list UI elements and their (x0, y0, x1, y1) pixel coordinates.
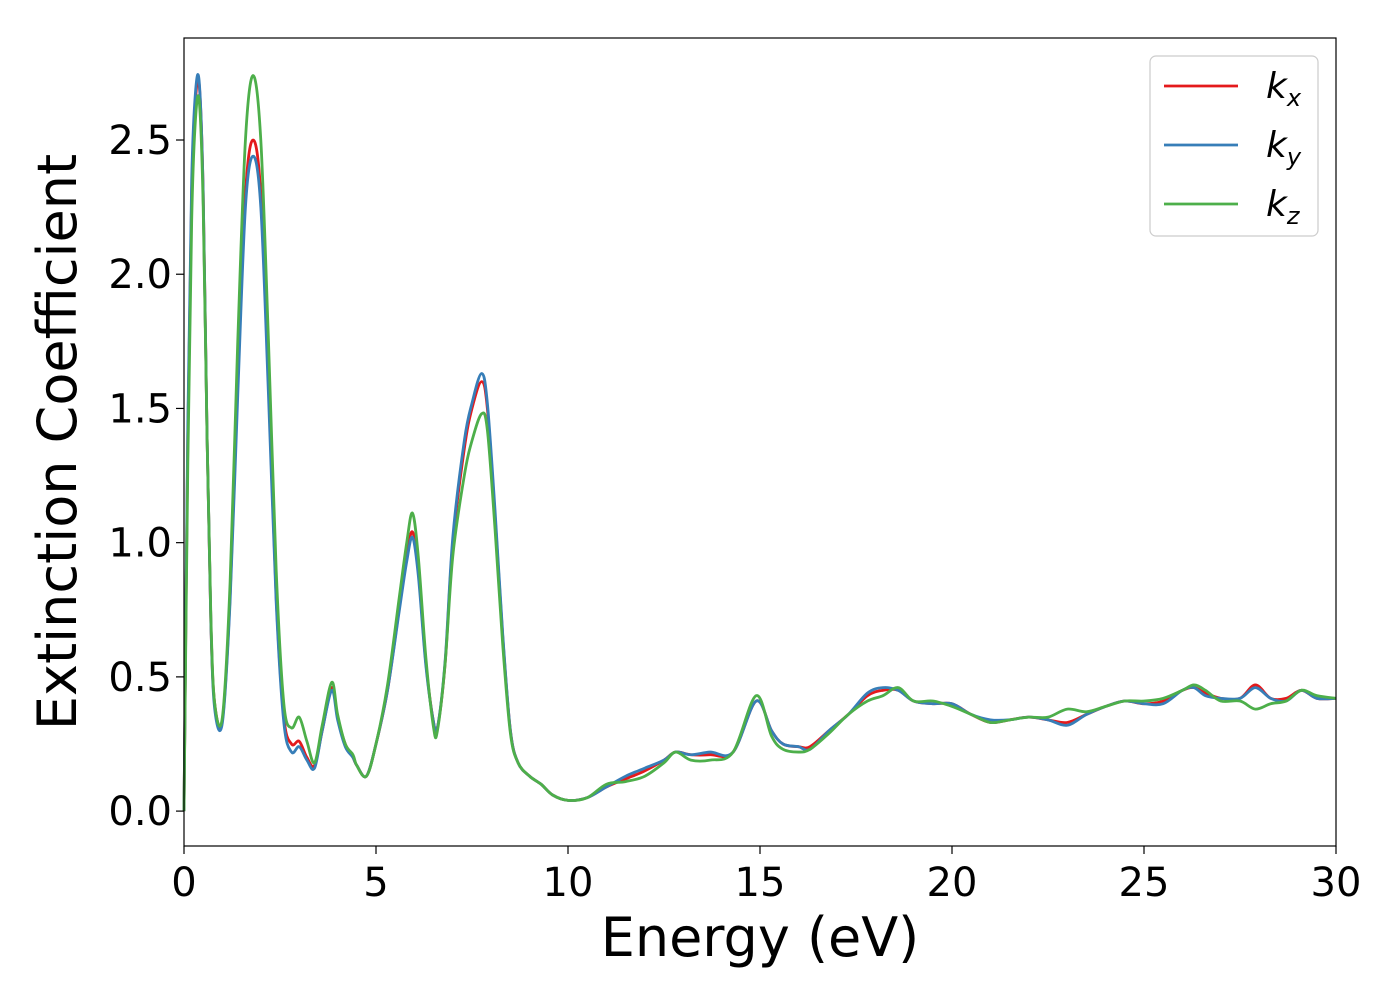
x-tick-label: 15 (735, 860, 786, 906)
y-tick-label: 1.5 (108, 386, 172, 432)
y-axis-ticks: 0.0 0.5 1.0 1.5 2.0 2.5 (108, 118, 184, 835)
x-tick-label: 0 (171, 860, 196, 906)
x-tick-label: 30 (1311, 860, 1362, 906)
series-line-kz (182, 74, 1337, 812)
y-tick-label: 2.0 (108, 252, 172, 298)
x-tick-label: 10 (543, 860, 594, 906)
x-tick-label: 20 (927, 860, 978, 906)
x-tick-label: 5 (363, 860, 388, 906)
y-tick-label: 2.5 (108, 118, 172, 164)
x-axis-ticks: 0 5 10 15 20 25 30 (171, 846, 1361, 906)
x-tick-label: 25 (1119, 860, 1170, 906)
plot-lines (182, 73, 1337, 812)
y-tick-label: 0.5 (108, 655, 172, 701)
y-tick-label: 1.0 (108, 521, 172, 567)
y-axis-label: Extinction Coefficient (26, 154, 89, 730)
x-axis-label: Energy (eV) (601, 906, 920, 969)
y-tick-label: 0.0 (108, 789, 172, 835)
